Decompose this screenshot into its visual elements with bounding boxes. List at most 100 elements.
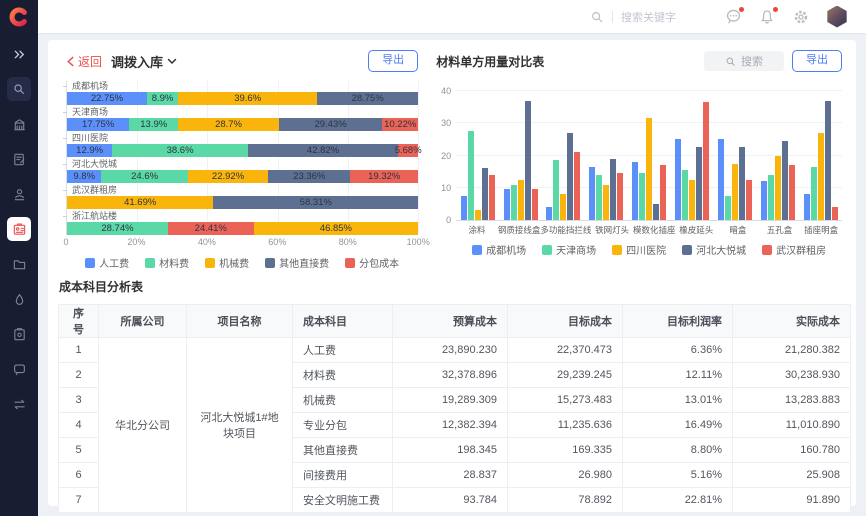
sidebar-item-cost-active[interactable]	[7, 217, 31, 241]
legend-label: 武汉群租房	[776, 246, 827, 257]
material-chart-legend: 成都机场 天津商场 四川医院 河北大悦城 武汉群租房	[456, 242, 842, 257]
avatar[interactable]	[827, 5, 847, 28]
export-button-right[interactable]: 导出	[792, 50, 842, 72]
logo-icon	[9, 7, 27, 26]
actual-cell: 11,010.890	[732, 412, 851, 438]
legend-item: 分包成本	[345, 255, 399, 270]
actual-cell: 160.780	[732, 437, 851, 463]
margin-cell: 12.11%	[622, 362, 733, 388]
drop-icon	[15, 293, 23, 305]
bar	[460, 195, 467, 220]
back-label: 返回	[78, 54, 103, 69]
margin-cell: 22.81%	[622, 487, 733, 513]
company-cell: 华北分公司	[98, 337, 187, 513]
sidebar-item-reports[interactable]	[7, 322, 31, 346]
x-tick-label: 橡皮延头	[679, 225, 714, 235]
sidebar-menu	[7, 42, 31, 416]
sidebar-item-transfer[interactable]	[7, 392, 31, 416]
bar-segment: 9.8%	[67, 170, 102, 183]
budget-cell: 32,378.896	[392, 362, 508, 388]
x-tick-label: 0	[63, 237, 69, 247]
actual-cell: 30,238.930	[732, 362, 851, 388]
legend-swatch	[265, 257, 276, 268]
row-index-cell: 1	[58, 337, 99, 363]
bar	[760, 181, 767, 220]
sidebar-item-company[interactable]	[7, 112, 31, 136]
legend-item: 四川医院	[612, 242, 666, 257]
sidebar-item-search[interactable]	[7, 77, 31, 101]
search-placeholder: 搜索关键字	[621, 11, 676, 24]
x-tick-label: 涂料	[468, 225, 486, 235]
legend-swatch	[612, 244, 623, 255]
notifications-button[interactable]	[758, 6, 778, 26]
legend-label: 四川医院	[626, 246, 667, 257]
bar	[467, 131, 474, 220]
global-search[interactable]: 搜索关键字	[590, 9, 676, 25]
legend-swatch	[345, 257, 356, 268]
project-cell: 河北大悦城1#地块项目	[186, 337, 293, 513]
legend-item: 成都机场	[472, 242, 526, 257]
bar-segment: 8.9%	[146, 92, 179, 105]
bar-segment: 41.69%	[67, 196, 214, 209]
gridline	[277, 81, 279, 235]
bar	[488, 174, 495, 220]
settings-button[interactable]	[792, 8, 810, 26]
back-button[interactable]: 返回	[66, 53, 102, 70]
stacked-bar: 9.8% 24.6% 22.92% 23.36% 19.32%	[67, 170, 419, 183]
bar-group	[542, 91, 585, 220]
bar-category-label: 天津商场	[62, 107, 418, 118]
y-tick-label: 10	[441, 182, 452, 193]
left-panel-header: 返回 调拨入库 导出	[66, 46, 419, 76]
sidebar-item-expand[interactable]	[7, 42, 31, 66]
column-header: 预算成本	[392, 304, 508, 338]
gridline	[137, 81, 139, 235]
x-tick-label: 多功能挡拦线	[540, 225, 592, 235]
legend-swatch	[472, 244, 483, 255]
legend-item: 武汉群租房	[762, 242, 826, 257]
target-cell: 11,235.636	[507, 412, 623, 438]
bar-segment: 10.22%	[382, 118, 419, 131]
document-edit-icon	[13, 153, 24, 165]
legend-label: 分包成本	[359, 259, 400, 270]
sidebar-item-approvals[interactable]	[7, 182, 31, 206]
margin-cell: 16.49%	[622, 412, 733, 438]
material-search-input[interactable]: 搜索	[704, 51, 784, 71]
page-title-dropdown[interactable]: 调拨入库	[111, 52, 177, 71]
x-tick-label: 钢质接线盒	[497, 225, 541, 235]
margin-cell: 13.01%	[622, 387, 733, 413]
bar	[745, 179, 752, 220]
column-header: 实际成本	[732, 304, 851, 338]
budget-cell: 19,289.309	[392, 387, 508, 413]
bar	[788, 165, 795, 220]
actual-cell: 13,283.883	[732, 387, 851, 413]
bar-category-label: 浙江航站楼	[62, 211, 418, 222]
cost-structure-legend: 人工费 材料费 机械费 其他直接费 分包成本	[66, 255, 418, 270]
bar-segment: 23.36%	[268, 170, 351, 183]
bar-group	[628, 91, 671, 220]
sidebar-item-documents[interactable]	[7, 147, 31, 171]
actual-cell: 25.908	[732, 462, 851, 488]
table-row: 6 间接费用 28.837 26.980 5.16% 25.908	[58, 462, 851, 488]
bar	[831, 207, 838, 220]
legend-label: 人工费	[99, 259, 130, 270]
sidebar-item-materials[interactable]	[7, 287, 31, 311]
actual-cell: 21,280.382	[732, 337, 851, 363]
export-button-left[interactable]: 导出	[368, 50, 419, 72]
target-cell: 22,370.473	[507, 337, 623, 363]
bar-category-label: 河北大悦城	[62, 159, 418, 170]
row-index-cell: 2	[58, 362, 99, 388]
material-usage-chart: 0 10 20 30 40 涂料 钢质接线盒 多功能挡拦线 铁网灯头 模数化插座 橡皮延头 暗盒 五孔…	[436, 86, 842, 257]
legend-swatch	[85, 257, 96, 268]
x-tick-label: 100%	[406, 237, 430, 247]
sidebar-item-files[interactable]	[7, 252, 31, 276]
legend-item: 河北大悦城	[682, 242, 746, 257]
user-audit-icon	[14, 188, 24, 200]
gridline	[456, 90, 842, 91]
sidebar-item-messages[interactable]	[7, 357, 31, 381]
bar	[738, 147, 745, 220]
bar-group	[756, 91, 799, 220]
material-chart-title: 材料单方用量对比表	[436, 54, 545, 69]
notification-dot	[739, 6, 744, 12]
messages-button[interactable]	[724, 6, 744, 26]
app-logo[interactable]	[0, 0, 38, 33]
